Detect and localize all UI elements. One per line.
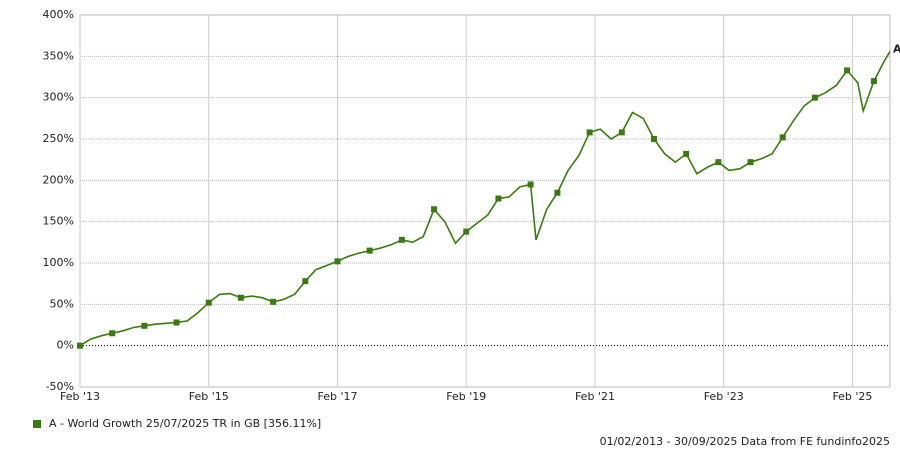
marker [77,342,83,349]
x-tick-label: Feb '19 [446,390,486,403]
marker [870,78,877,85]
marker [683,150,690,157]
end-label: A [893,42,900,55]
x-tick-label: Feb '21 [575,390,615,403]
y-tick-label: 400% [43,8,74,21]
marker [398,236,405,243]
legend-label: A - World Growth 25/07/2025 TR in GB [35… [49,417,321,430]
y-tick-label: 150% [43,215,74,228]
plot-area [79,14,891,388]
marker [747,159,754,166]
marker [334,258,341,265]
x-tick-label: Feb '25 [832,390,872,403]
marker [302,278,309,285]
marker [527,181,534,188]
marker [811,94,818,101]
marker [173,319,180,326]
y-tick-label: -50% [46,380,74,393]
marker [779,134,786,141]
footer: 01/02/2013 - 30/09/2025 Data from FE fun… [600,435,890,448]
marker [141,322,148,329]
marker [844,67,851,74]
marker [586,129,593,136]
y-tick-label: 200% [43,173,74,186]
marker [237,294,244,301]
y-tick-label: 50% [50,297,74,310]
y-tick-label: 0% [57,339,74,352]
marker [715,159,722,166]
marker [495,195,502,202]
x-tick-label: Feb '23 [704,390,744,403]
x-tick-label: Feb '13 [60,390,100,403]
marker [463,228,470,235]
y-tick-label: 350% [43,49,74,62]
marker [618,129,625,136]
marker [366,247,373,254]
marker [109,330,116,337]
y-tick-label: 300% [43,91,74,104]
marker [554,189,561,196]
marker [650,136,657,142]
marker [431,206,438,213]
legend-swatch [33,420,41,428]
line [79,50,891,347]
x-tick-label: Feb '15 [189,390,229,403]
marker [205,299,212,306]
marker [270,298,277,305]
y-tick-label: 100% [43,256,74,269]
y-tick-label: 250% [43,132,74,145]
x-tick-label: Feb '17 [317,390,357,403]
